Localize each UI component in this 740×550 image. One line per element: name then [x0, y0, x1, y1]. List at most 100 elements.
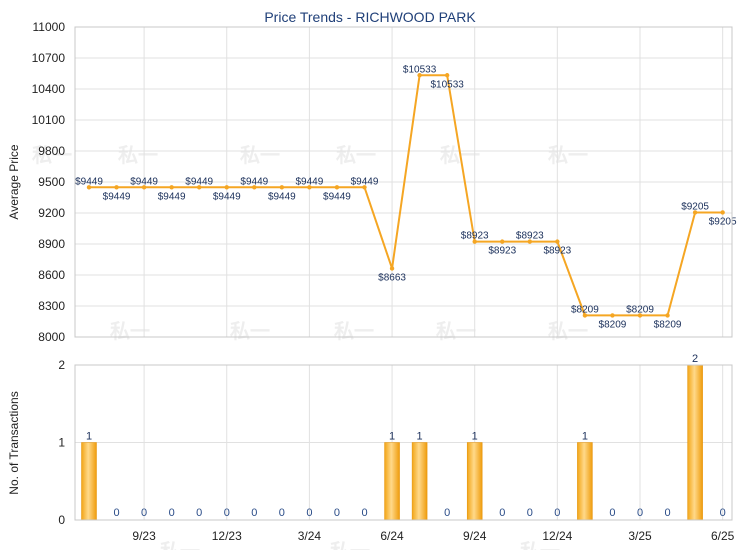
price-point-0: [86, 185, 92, 190]
price-data-label-17: $8923: [543, 246, 571, 257]
watermark-10: 私一: [548, 319, 588, 343]
watermark-7: 私一: [230, 319, 270, 343]
price-y-tick-8000: 8000: [38, 330, 65, 344]
price-y-tick-8900: 8900: [38, 237, 65, 251]
price-point-1: [114, 185, 119, 190]
axes-layer: 8000830086008900920095009800101001040010…: [32, 20, 735, 543]
transaction-count-label-1: 0: [113, 507, 119, 519]
price-y-tick-9500: 9500: [38, 175, 65, 189]
price-point-18: [582, 313, 588, 318]
transaction-count-label-5: 0: [224, 507, 230, 519]
price-y-tick-10100: 10100: [32, 113, 66, 127]
x-tick-label-3-25: 3/25: [628, 529, 652, 543]
transaction-bar-18: [577, 442, 593, 521]
price-data-label-12: $10533: [403, 64, 437, 75]
price-point-11: [389, 266, 395, 271]
price-data-label-6: $9449: [240, 176, 268, 187]
chart-title: Price Trends - RICHWOOD PARK: [264, 9, 476, 25]
price-data-label-16: $8923: [516, 231, 544, 242]
watermark-13: 私一: [520, 539, 560, 550]
transaction-count-label-19: 0: [609, 507, 615, 519]
transactions-y-tick-2: 2: [58, 358, 65, 372]
price-series-line: [89, 74, 723, 317]
price-point-17: [555, 239, 560, 244]
watermark-11: 私一: [160, 539, 200, 550]
price-data-label-3: $9449: [158, 191, 186, 202]
price-point-19: [610, 313, 615, 318]
transaction-count-label-13: 0: [444, 507, 450, 519]
price-data-label-7: $9449: [268, 191, 296, 202]
transaction-bar-14: [466, 442, 483, 521]
price-data-label-4: $9449: [185, 176, 213, 187]
x-tick-label-12-24: 12/24: [542, 529, 572, 543]
price-y-tick-8300: 8300: [38, 299, 65, 313]
transaction-count-label-20: 0: [637, 507, 643, 519]
price-point-12: [417, 73, 422, 78]
transaction-count-label-0: 1: [86, 431, 92, 443]
transaction-count-label-21: 0: [664, 507, 670, 519]
price-point-4: [197, 185, 202, 190]
price-point-13: [444, 73, 450, 78]
x-tick-label-9-23: 9/23: [132, 529, 156, 543]
price-data-label-19: $8209: [599, 319, 627, 330]
watermark-3: 私一: [336, 143, 376, 167]
transaction-count-label-6: 0: [251, 507, 257, 519]
price-data-label-9: $9449: [323, 191, 351, 202]
transaction-count-label-7: 0: [279, 507, 285, 519]
price-y-axis-label: Average Price: [7, 144, 21, 219]
price-point-6: [252, 185, 257, 190]
price-point-14: [472, 239, 477, 244]
price-y-tick-10700: 10700: [32, 51, 66, 65]
price-data-label-22: $9205: [681, 201, 709, 212]
transaction-count-label-3: 0: [169, 507, 175, 519]
price-data-label-10: $9449: [351, 176, 379, 187]
price-y-tick-9200: 9200: [38, 206, 65, 220]
transaction-count-label-15: 0: [499, 507, 505, 519]
transaction-count-label-2: 0: [141, 507, 147, 519]
transaction-bar-11: [384, 442, 400, 521]
transaction-bar-22: [687, 364, 703, 521]
transaction-bar-0: [81, 442, 97, 521]
price-data-label-0: $9449: [75, 176, 103, 187]
price-data-label-13: $10533: [430, 79, 464, 90]
price-data-label-5: $9449: [213, 191, 241, 202]
watermark-9: 私一: [436, 319, 476, 343]
x-tick-label-3-24: 3/24: [298, 529, 322, 543]
transactions-plot-frame: [74, 364, 733, 521]
price-data-label-18: $8209: [571, 304, 599, 315]
transaction-count-label-14: 1: [472, 431, 478, 443]
price-data-label-21: $8209: [654, 319, 682, 330]
transaction-count-label-16: 0: [527, 507, 533, 519]
price-y-tick-11000: 11000: [33, 20, 66, 34]
price-point-8: [307, 185, 312, 190]
price-point-5: [224, 185, 229, 190]
price-y-tick-8600: 8600: [38, 268, 65, 282]
transaction-bar-12: [411, 442, 428, 521]
x-tick-label-9-24: 9/24: [463, 529, 487, 543]
price-point-15: [500, 239, 505, 244]
labels-layer: 10 0 0 0 0 0 0 0 0 01 1010 0 010 0 020$9449$9449$9449$…: [75, 64, 737, 519]
watermark-layer: 私一私一私一私一私一私一私一私一私一私一私一私一私一私一: [32, 143, 588, 550]
price-y-tick-9800: 9800: [38, 144, 65, 158]
price-point-21: [665, 313, 670, 318]
transaction-count-label-8: 0: [306, 507, 312, 519]
price-data-label-2: $9449: [130, 176, 158, 187]
price-data-label-11: $8663: [378, 272, 406, 283]
price-point-7: [279, 185, 285, 190]
transaction-count-label-22: 2: [692, 353, 698, 365]
transaction-count-label-17: 0: [554, 507, 560, 519]
price-data-label-1: $9449: [103, 191, 131, 202]
watermark-0: 私一: [32, 143, 72, 167]
price-data-label-20: $8209: [626, 304, 654, 315]
price-point-2: [141, 185, 147, 190]
watermark-12: 私一: [330, 539, 370, 550]
transaction-count-label-23: 0: [720, 507, 726, 519]
price-point-23: [720, 210, 725, 215]
x-tick-label-12-23: 12/23: [212, 529, 242, 543]
price-point-16: [527, 239, 532, 244]
watermark-2: 私一: [240, 143, 280, 167]
price-plot-frame: [74, 26, 733, 338]
watermark-1: 私一: [118, 143, 158, 167]
